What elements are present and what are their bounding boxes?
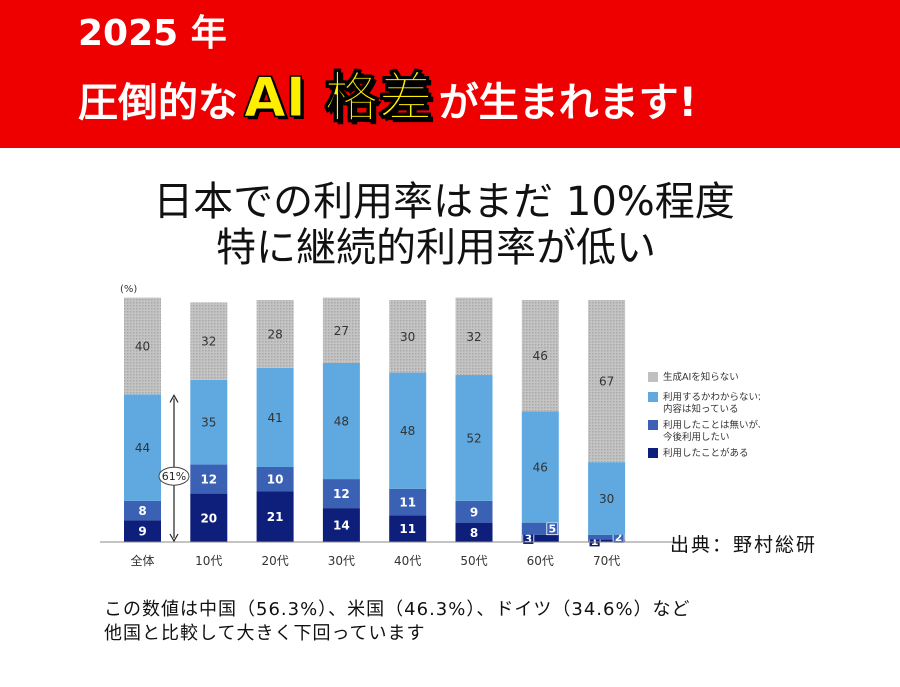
bar-segment xyxy=(256,367,294,467)
legend-swatch xyxy=(648,392,658,402)
data-label: 46 xyxy=(533,460,548,474)
bar-segment xyxy=(389,515,427,542)
subtitle-line-2: 特に継続的利用率が低い xyxy=(216,225,656,271)
data-label: 11 xyxy=(399,496,416,510)
x-tick-label: 20代 xyxy=(261,554,288,568)
data-label: 28 xyxy=(267,327,282,341)
footer-note: この数値は中国（56.3%）、米国（46.3%）、ドイツ（34.6%）など 他国… xyxy=(104,598,691,646)
bar-segment xyxy=(588,462,626,535)
bar-segment xyxy=(455,500,493,523)
bar-segment xyxy=(256,491,294,542)
bar-segment xyxy=(322,508,360,542)
data-label: 12 xyxy=(200,473,217,487)
banner-suffix: が生まれます! xyxy=(438,80,697,126)
data-label: 3 xyxy=(524,532,532,545)
x-tick-label: 50代 xyxy=(460,554,487,568)
header-banner: 2025 年 圧倒的な AI 格差 が生まれます! xyxy=(0,0,900,148)
legend-label: 利用するかわからないが、内容は知っている xyxy=(663,391,760,415)
legend-swatch xyxy=(648,420,658,430)
data-label: 52 xyxy=(466,431,481,445)
footer-line-2: 他国と比較して大きく下回っています xyxy=(104,623,426,644)
banner-year: 2025 年 xyxy=(78,13,227,54)
annotation-bubble xyxy=(158,466,190,486)
bar-segment xyxy=(322,479,360,509)
data-label: 10 xyxy=(267,473,284,487)
legend-label: 利用したことは無いが、今後利用したい xyxy=(663,419,760,443)
bar-segment xyxy=(124,394,161,501)
bar-segment xyxy=(124,500,161,521)
bar-segment xyxy=(389,372,427,489)
data-label: 30 xyxy=(400,330,415,344)
data-label: 5 xyxy=(548,523,556,536)
data-label: 20 xyxy=(200,511,217,525)
bar-segment xyxy=(588,300,626,463)
legend-swatch xyxy=(648,448,658,458)
data-label: 30 xyxy=(599,492,614,506)
bar-segment xyxy=(455,375,493,501)
bar-segment xyxy=(322,297,360,363)
bar-segment xyxy=(521,534,559,542)
bar-segment xyxy=(190,379,228,465)
data-label: 46 xyxy=(533,349,548,363)
data-label: 67 xyxy=(599,375,614,389)
banner-headline: 圧倒的な AI 格差 が生まれます! xyxy=(78,66,697,133)
data-label: 14 xyxy=(333,519,350,533)
bar-segment xyxy=(521,411,559,523)
data-label: 8 xyxy=(470,526,478,540)
bracket-arrow-bottom xyxy=(169,533,179,543)
small-value-box xyxy=(546,522,559,536)
stacked-bar-chart: (%)984440全体2012353210代2110412820代1412482… xyxy=(100,284,760,568)
data-label: 32 xyxy=(201,335,216,349)
x-tick-label: 40代 xyxy=(394,554,421,568)
bar-segment xyxy=(124,297,161,395)
x-tick-label: 10代 xyxy=(195,554,222,568)
bar-segment xyxy=(389,488,427,516)
bar-segment xyxy=(256,466,294,492)
bar-segment xyxy=(190,302,228,380)
data-label: 12 xyxy=(333,487,350,501)
legend-label: 生成AIを知らない xyxy=(663,371,739,383)
legend-swatch xyxy=(648,372,658,382)
data-label: 9 xyxy=(470,505,478,519)
data-label: 48 xyxy=(400,424,415,438)
bar-segment xyxy=(256,300,294,368)
bar-segment xyxy=(190,464,228,494)
bar-segment xyxy=(389,300,427,373)
footer-line-1: この数値は中国（56.3%）、米国（46.3%）、ドイツ（34.6%）など xyxy=(104,599,691,620)
annotation-label: 61% xyxy=(162,470,186,483)
data-label: 27 xyxy=(334,324,349,338)
data-label: 32 xyxy=(466,330,481,344)
bar-segment xyxy=(455,522,493,542)
bar-segment xyxy=(455,297,493,376)
x-tick-label: 全体 xyxy=(130,553,154,568)
data-label: 35 xyxy=(201,416,216,430)
bar-segment xyxy=(588,539,626,542)
x-tick-label: 60代 xyxy=(527,554,554,568)
bar-segment xyxy=(124,520,161,542)
data-label: 21 xyxy=(267,510,284,524)
data-label: 8 xyxy=(138,504,146,518)
bar-segment xyxy=(521,300,559,412)
bracket-arrow-top xyxy=(169,394,179,403)
banner-highlight: AI 格差 xyxy=(244,66,434,129)
data-label: 2 xyxy=(615,531,623,544)
data-label: 1 xyxy=(591,535,599,548)
source-label: 出典：野村総研 xyxy=(670,534,818,556)
y-unit-label: (%) xyxy=(120,284,137,295)
data-label: 40 xyxy=(135,339,150,353)
data-label: 48 xyxy=(334,415,349,429)
data-label: 41 xyxy=(267,411,282,425)
x-tick-label: 70代 xyxy=(593,554,620,568)
banner-prefix: 圧倒的な xyxy=(78,80,238,126)
subtitle-line-1: 日本での利用率はまだ 10%程度 xyxy=(153,179,735,225)
data-label: 9 xyxy=(138,525,146,539)
bar-segment xyxy=(190,493,228,542)
bar-segment xyxy=(322,362,360,480)
bar-segment xyxy=(588,534,626,540)
data-label: 11 xyxy=(399,522,416,536)
legend-label: 利用したことがある xyxy=(663,447,749,459)
x-tick-label: 30代 xyxy=(328,554,355,568)
data-label: 44 xyxy=(135,441,150,455)
